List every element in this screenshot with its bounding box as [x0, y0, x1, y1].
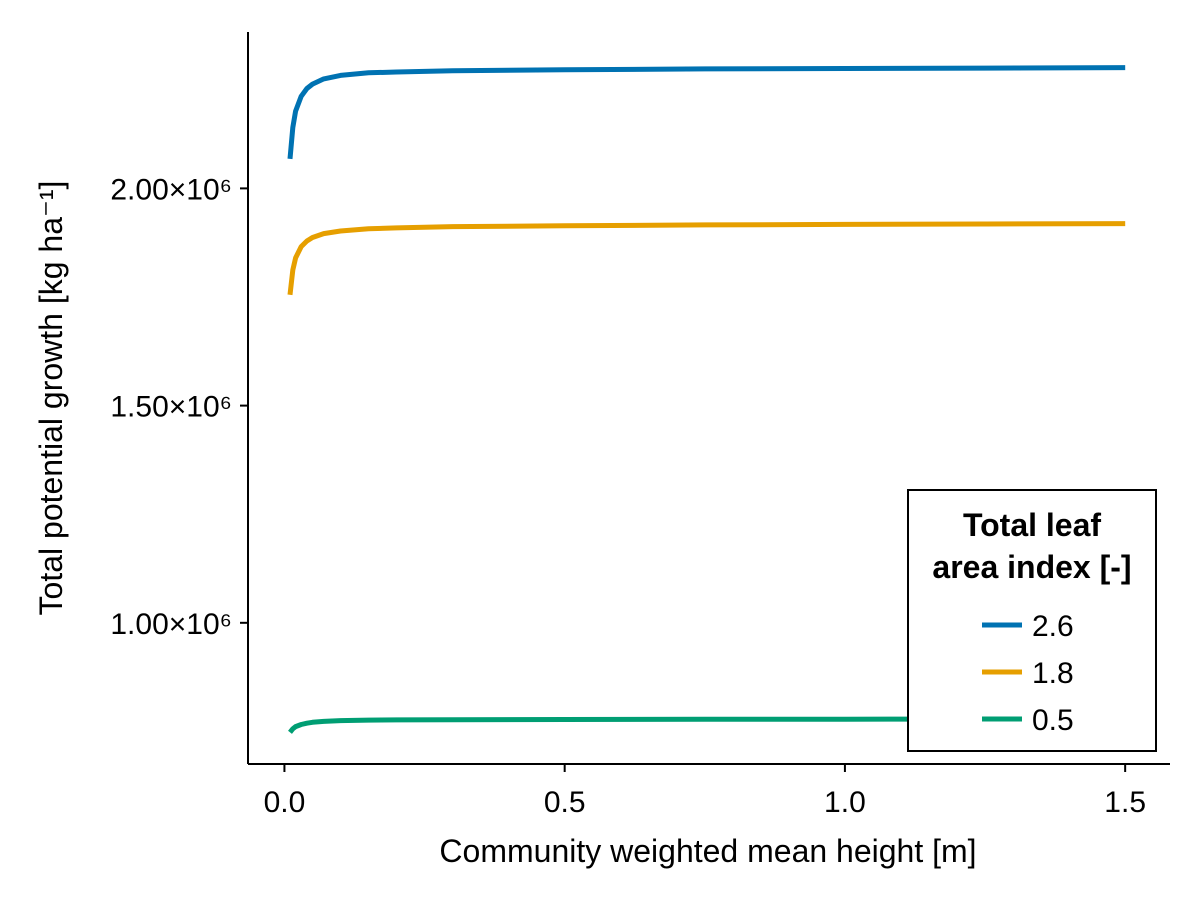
- x-tick-label: 0.5: [544, 786, 586, 819]
- y-tick-label: 1.50×10⁶: [110, 391, 232, 424]
- y-tick-label: 2.00×10⁶: [110, 173, 232, 206]
- legend-label-1.8: 1.8: [1032, 657, 1074, 690]
- series-line-2.6: [287, 65, 1126, 160]
- x-tick-label: 0.0: [264, 786, 306, 819]
- x-axis-title: Community weighted mean height [m]: [439, 833, 976, 869]
- legend-title-line2: area index [-]: [932, 549, 1131, 585]
- legend-box: [907, 489, 1157, 752]
- y-tick-label: 1.00×10⁶: [110, 608, 232, 641]
- x-tick-label: 1.5: [1104, 786, 1146, 819]
- x-tick-label: 1.0: [824, 786, 866, 819]
- legend-title-line1: Total leaf: [963, 507, 1101, 543]
- series-layer: [287, 65, 1126, 734]
- legend-label-0.5: 0.5: [1032, 704, 1074, 737]
- legend-label-2.6: 2.6: [1032, 610, 1074, 643]
- ticks-layer: 0.0 0.5 1.0 1.5 1.00×10⁶ 1.50×10⁶ 2.00×10⁶: [110, 173, 1146, 819]
- series-line-0.5: [288, 716, 1126, 734]
- series-line-1.8: [287, 221, 1126, 296]
- legend-items: 2.6 1.8 0.5: [982, 610, 1074, 737]
- legend: Total leaf area index [-] 2.6 1.8 0.5: [907, 489, 1157, 752]
- y-axis-title: Total potential growth [kg ha⁻¹]: [33, 181, 69, 616]
